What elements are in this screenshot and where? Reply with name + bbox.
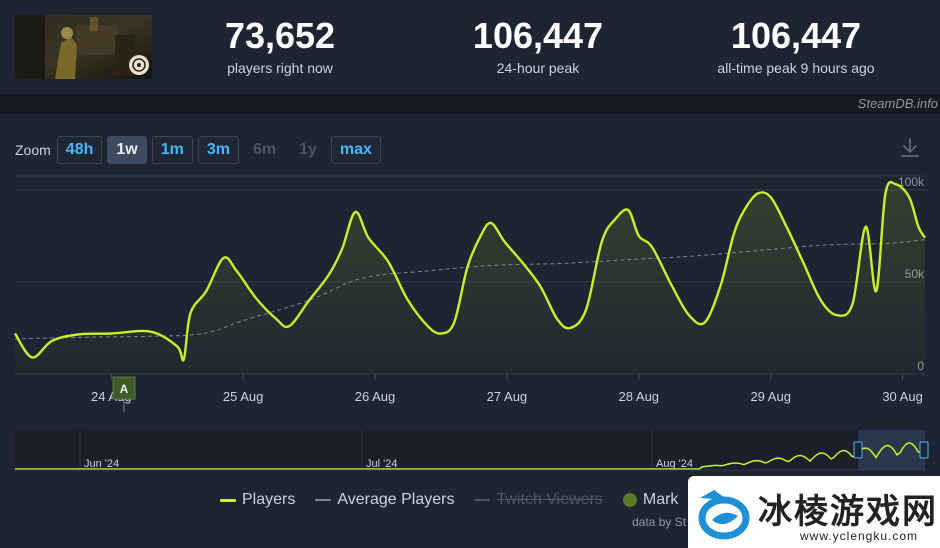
download-icon[interactable] xyxy=(898,136,922,160)
current-players-label: players right now xyxy=(227,60,333,76)
x-tick-label: 29 Aug xyxy=(750,389,791,404)
zoom-1y-button: 1y xyxy=(299,141,317,158)
game-artwork-image xyxy=(15,15,152,79)
all-time-peak-value: 106,447 xyxy=(730,15,862,56)
zoom-48h-button[interactable]: 48h xyxy=(56,136,103,164)
chart-navigator[interactable]: Jun '24 Jul '24 Aug '24 xyxy=(15,430,929,471)
x-axis: 24 Aug 25 Aug 26 Aug 27 Aug 28 Aug 29 Aug 30 A… xyxy=(91,374,923,404)
stat-all-time-peak: 106,447 all-time peak 9 hours ago xyxy=(681,16,911,77)
legend-twitch-swatch xyxy=(474,499,491,501)
zoom-1w-button[interactable]: 1w xyxy=(107,136,147,164)
chart-legend: Players Average Players Twitch Viewers M… xyxy=(220,489,698,511)
game-thumbnail[interactable] xyxy=(15,15,152,79)
legend-mark-swatch xyxy=(622,493,637,507)
24h-peak-value: 106,447 xyxy=(472,15,604,56)
navigator-handle-right[interactable] xyxy=(919,441,929,459)
stat-current-players: 73,652 players right now xyxy=(165,16,395,77)
y-tick-label: 100k xyxy=(898,175,925,189)
zoom-max-button[interactable]: max xyxy=(330,136,381,164)
navigator-range-mask[interactable] xyxy=(858,430,925,470)
watermark-logo-icon xyxy=(698,490,750,540)
legend-average-players[interactable]: Average Players xyxy=(315,491,454,509)
legend-average-swatch xyxy=(315,499,332,501)
zoom-3m-button[interactable]: 3m xyxy=(197,136,239,164)
annotation-label: A xyxy=(120,382,129,396)
zoom-6m-button: 6m xyxy=(252,141,277,158)
legend-players[interactable]: Players xyxy=(220,491,295,509)
legend-average-label: Average Players xyxy=(337,491,455,508)
navigator-month-labels: Jun '24 Jul '24 Aug '24 xyxy=(79,430,693,470)
legend-mark[interactable]: Mark xyxy=(622,491,679,509)
legend-mark-label: Mark xyxy=(642,491,679,508)
navigator-players-line xyxy=(15,441,925,470)
all-time-peak-label: all-time peak 9 hours ago xyxy=(717,60,875,76)
annotation-flag[interactable]: A xyxy=(112,376,136,412)
legend-players-swatch xyxy=(220,498,236,502)
x-tick-label: 28 Aug xyxy=(619,389,660,404)
legend-twitch-label: Twitch Viewers xyxy=(496,491,603,508)
24h-peak-label: 24-hour peak xyxy=(496,60,580,76)
x-tick-label: 27 Aug xyxy=(487,389,528,404)
watermark-title: 冰棱游戏网 xyxy=(758,492,938,532)
players-area-fill xyxy=(15,182,925,374)
navigator-label: Jul '24 xyxy=(366,458,397,470)
stat-24h-peak: 106,447 24-hour peak xyxy=(423,16,653,77)
watermark-url: www.yclengku.com xyxy=(800,529,919,543)
steamdb-credit[interactable]: SteamDB.info xyxy=(857,96,938,111)
zoom-1m-button[interactable]: 1m xyxy=(151,136,193,164)
zoom-controls: Zoom 48h 1w 1m 3m 6m 1y max xyxy=(15,136,386,164)
x-tick-label: 26 Aug xyxy=(355,389,396,404)
legend-players-label: Players xyxy=(242,491,296,508)
current-players-value: 73,652 xyxy=(224,15,336,56)
navigator-handle-left[interactable] xyxy=(853,441,863,459)
navigator-label: Aug '24 xyxy=(656,458,693,470)
navigator-label: Jun '24 xyxy=(84,458,119,470)
players-line[interactable] xyxy=(13,180,927,362)
data-credit[interactable]: data by St xyxy=(632,515,687,529)
site-watermark: 冰棱游戏网 www.yclengku.com xyxy=(688,476,940,548)
x-tick-label: 30 Aug xyxy=(882,389,923,404)
legend-twitch-viewers[interactable]: Twitch Viewers xyxy=(474,491,603,509)
zoom-label: Zoom xyxy=(15,142,51,158)
stats-bar: 73,652 players right now 106,447 24-hour… xyxy=(0,0,940,94)
x-tick-label: 25 Aug xyxy=(223,389,264,404)
chart-panel: Zoom 48h 1w 1m 3m 6m 1y max 050k100k 24 … xyxy=(0,114,940,548)
